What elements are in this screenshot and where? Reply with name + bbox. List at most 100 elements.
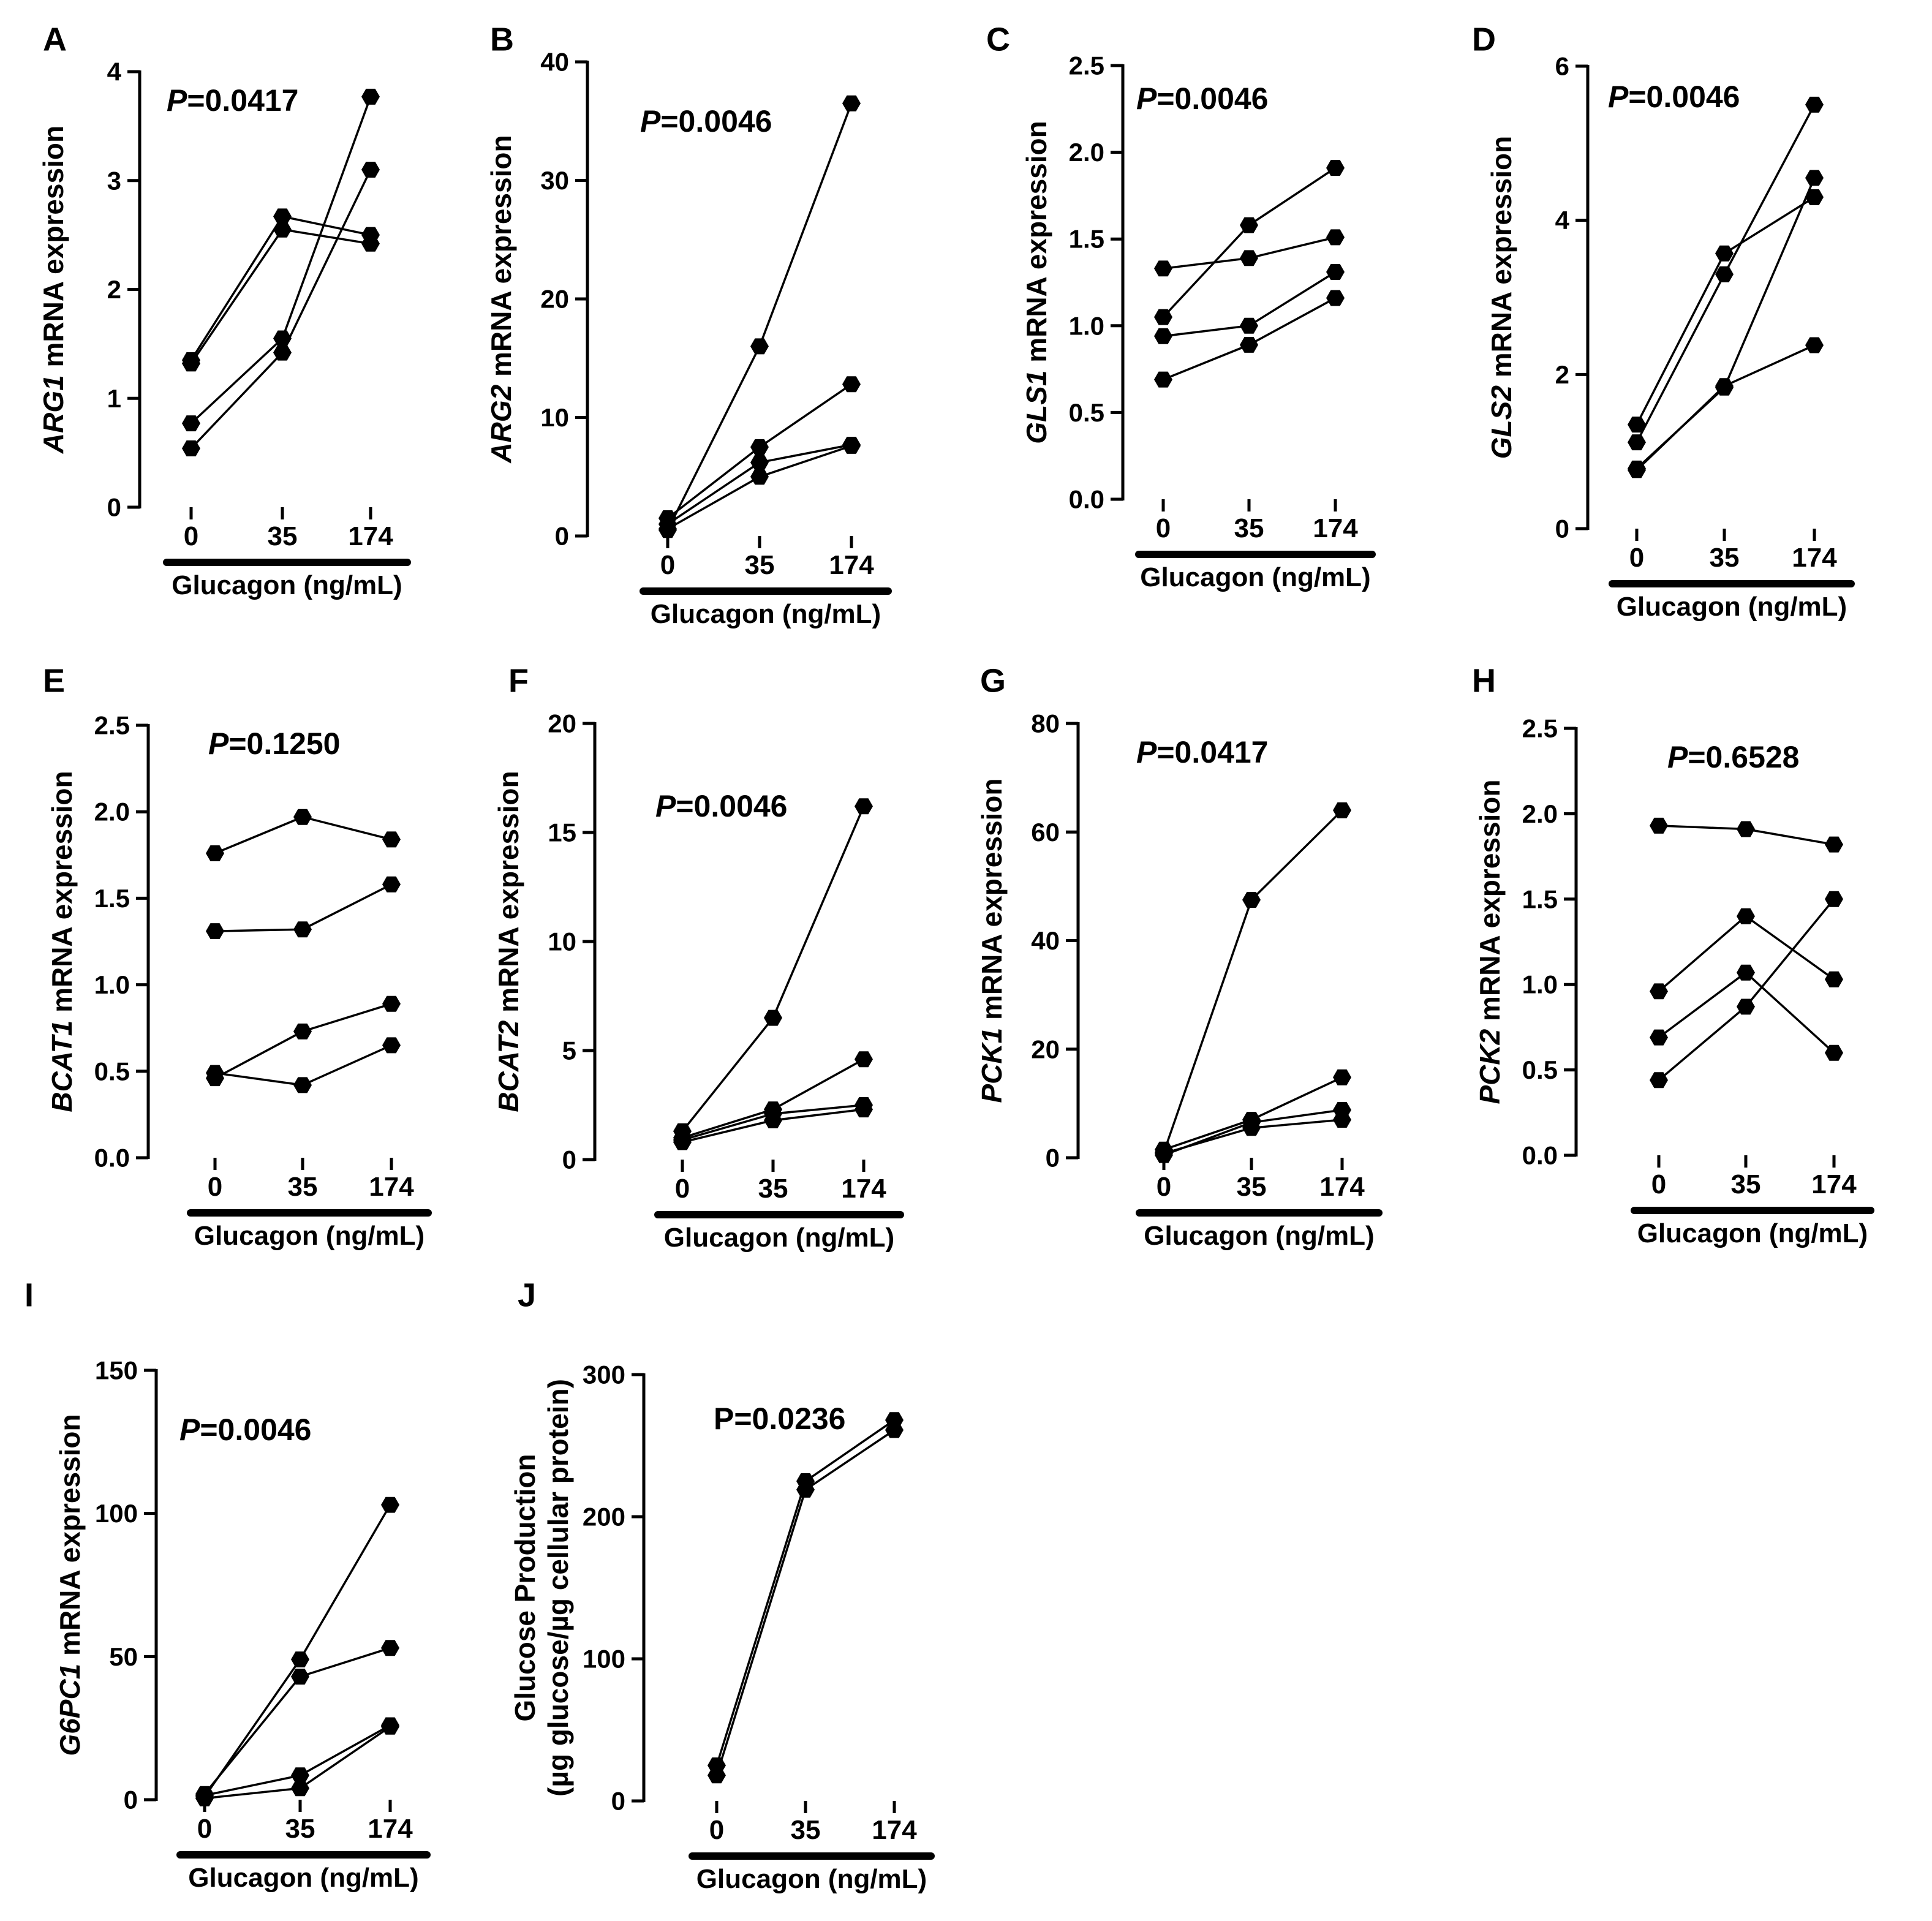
data-point-s4-x1 (1715, 378, 1734, 394)
x-axis-label: Glucagon (ng/mL) (172, 570, 402, 600)
y-tick-label: 0.0 (1069, 485, 1104, 514)
p-value: =0.6528 (1688, 740, 1799, 774)
data-point-s2-x2 (855, 1051, 873, 1068)
x-tick-label: 0 (1651, 1169, 1666, 1199)
y-tick-label: 30 (540, 166, 569, 195)
data-point-s4-x1 (750, 469, 769, 485)
data-point-s2-x2 (1333, 1069, 1351, 1085)
data-point-s2-x0 (708, 1767, 726, 1784)
x-axis-label: Glucagon (ng/mL) (1617, 592, 1847, 622)
y-axis-unit: mRNA expression (485, 135, 517, 384)
x-tick-label: 0 (1156, 513, 1171, 543)
data-point-s4-x2 (361, 162, 380, 178)
data-point-s4-x2 (1326, 290, 1345, 306)
panel-f: F 0 5 10 15 20 0 35 174 Glucagon (ng/mL) BCAT2 mRN… (492, 662, 904, 1253)
series-line-3 (1636, 177, 1816, 470)
data-point-s2-x2 (1825, 971, 1843, 987)
data-point-s1-x1 (1715, 245, 1734, 262)
data-point-s1-x2 (381, 1496, 399, 1513)
y-tick-label: 2.5 (1069, 51, 1104, 80)
x-tick-label: 35 (285, 1814, 315, 1844)
panel-g: G 0 20 40 60 80 0 35 174 Glucagon (ng/mL) PCK1 mRN… (976, 662, 1383, 1251)
p-value-annotation: P=0.1250 (208, 727, 341, 761)
y-axis-gene: G6PC1 (54, 1664, 86, 1756)
panel-letter: B (490, 21, 514, 58)
y-tick-label: 0.0 (94, 1144, 130, 1172)
panel-b: B 0 10 20 30 40 0 35 174 Glucagon (ng/mL) ARG2 mRN… (485, 21, 892, 629)
data-point-s2-x2 (361, 235, 380, 252)
x-tick-label: 0 (1157, 1172, 1171, 1202)
x-tick-label: 174 (368, 1814, 413, 1844)
x-tick-label: 35 (1237, 1172, 1267, 1202)
x-tick-label: 35 (791, 1815, 821, 1845)
y-tick-label: 200 (583, 1503, 625, 1531)
data-point-s3-x2 (382, 995, 401, 1012)
data-point-s2-x2 (1326, 229, 1345, 246)
p-symbol: P (179, 1413, 200, 1447)
data-point-s1-x2 (1805, 189, 1824, 205)
data-point-s3-x0 (1154, 328, 1172, 344)
y-tick-label: 4 (107, 58, 122, 86)
data-point-s2-x1 (293, 921, 312, 938)
y-axis-unit: mRNA expression (976, 778, 1008, 1027)
series-line-1 (203, 1504, 391, 1798)
y-tick-label: 0.5 (1522, 1055, 1558, 1084)
series-line-4 (1658, 898, 1835, 1081)
y-axis-gene: GLS2 (1485, 385, 1517, 459)
p-value: =0.0046 (200, 1413, 311, 1447)
y-tick-label: 1.0 (94, 970, 130, 999)
y-axis-gene: ARG2 (485, 384, 517, 463)
p-value: =0.0046 (660, 104, 772, 138)
data-point-s4-x1 (273, 344, 292, 361)
data-point-s1-x1 (293, 809, 312, 825)
x-axis-label: Glucagon (ng/mL) (651, 599, 881, 629)
y-tick-label: 15 (548, 818, 576, 847)
x-tick-label: 35 (288, 1172, 318, 1202)
x-axis-label: Glucagon (ng/mL) (696, 1864, 927, 1894)
y-axis-gene: PCK2 (1474, 1028, 1506, 1104)
y-tick-label: 300 (583, 1361, 625, 1389)
y-axis-label: GLS2 mRNA expression (1485, 136, 1517, 459)
y-tick-label: 20 (548, 709, 576, 738)
p-symbol: P (1136, 735, 1157, 769)
data-point-s3-x2 (361, 88, 380, 105)
x-tick-label: 174 (829, 550, 874, 580)
data-point-s2-x1 (291, 1669, 309, 1685)
data-point-s4-x2 (855, 1101, 873, 1118)
data-point-s4-x2 (1333, 1112, 1351, 1128)
panel-d: D 0 2 4 6 0 35 174 Glucagon (ng/mL) GLS2 mRNA exp… (1472, 21, 1855, 622)
data-point-s4-x0 (1155, 1145, 1173, 1161)
panel-letter: C (986, 21, 1010, 58)
x-axis-label: Glucagon (ng/mL) (664, 1223, 894, 1253)
data-point-s2-x2 (842, 376, 861, 393)
panel-h: H 0.0 0.5 1.0 1.5 2.0 2.5 0 35 174 Glucagon (ng/mL… (1472, 662, 1874, 1248)
data-point-s4-x1 (764, 1112, 782, 1128)
y-axis-label: G6PC1 mRNA expression (54, 1414, 86, 1756)
y-tick-label: 3 (107, 166, 121, 195)
x-tick-label: 174 (348, 521, 393, 551)
y-tick-label: 1.0 (1069, 311, 1104, 340)
data-point-s4-x0 (206, 1065, 224, 1081)
x-tick-label: 35 (268, 521, 298, 551)
data-point-s2-x1 (1737, 908, 1755, 924)
data-point-s4-x2 (842, 437, 861, 454)
panel-letter: G (980, 662, 1006, 699)
data-point-s3-x1 (291, 1767, 309, 1784)
y-tick-label: 0 (107, 493, 121, 522)
y-tick-label: 0 (1046, 1144, 1060, 1172)
p-symbol: P (1136, 81, 1157, 116)
panel-letter: I (25, 1277, 34, 1313)
y-tick-label: 1 (107, 384, 121, 413)
data-point-s1-x1 (291, 1651, 309, 1667)
y-tick-label: 0 (124, 1786, 138, 1814)
data-point-s1-x0 (206, 845, 224, 861)
y-tick-label: 0.5 (94, 1057, 130, 1085)
y-axis-unit: mRNA expression (1485, 136, 1517, 385)
data-point-s2-x0 (182, 355, 200, 372)
panel-letter: E (43, 662, 65, 699)
x-tick-label: 0 (660, 550, 675, 580)
x-tick-label: 174 (1319, 1172, 1365, 1202)
y-axis-unit: mRNA expression (1021, 121, 1052, 370)
y-axis-label: BCAT2 mRNA expression (492, 771, 524, 1112)
